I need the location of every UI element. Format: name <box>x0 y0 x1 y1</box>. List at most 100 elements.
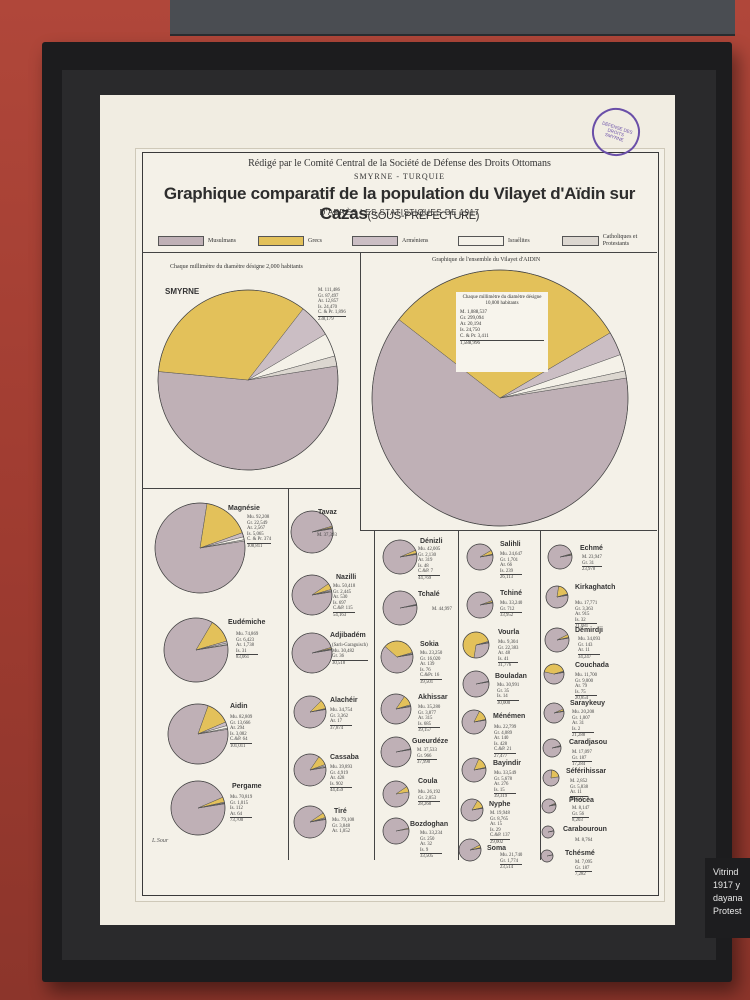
region-name: Magnésie <box>228 505 260 512</box>
region-8-pie-outline <box>466 591 494 619</box>
region-stats: Mu. 9,304 Gr. 22,383 Ar. 48 Is. 41 31,776 <box>498 640 519 669</box>
stat-line: Ar. 319 <box>418 558 433 564</box>
signature: L.Sour <box>152 838 169 844</box>
region-stats: M. 17,097 Gr. 187 17,284 <box>572 750 592 768</box>
region-name: Alachéir <box>330 697 358 704</box>
region-0-pie-outline <box>157 289 339 471</box>
key-total: 1,588,996 <box>460 340 544 347</box>
stat-line: C.&P. 64 <box>230 737 248 743</box>
label-line: dayana <box>713 893 743 903</box>
region-28-pie-outline <box>382 780 410 808</box>
stat-total: 39,319 <box>494 793 517 800</box>
region-name: Bayindir <box>493 760 522 767</box>
poster-title-main: Graphique comparatif de la population du… <box>163 184 636 223</box>
divider-vertical-top <box>360 252 361 530</box>
stat-line: Ar. 66 <box>500 563 512 569</box>
region-name: Caradjasou <box>569 739 608 746</box>
stat-total: 21,081 <box>575 623 598 630</box>
stat-line: Gr. 9,000 <box>575 678 593 684</box>
poster-city-line: SMYRNE - TURQUIE <box>354 172 445 181</box>
poster-committee-line: Rédigé par le Comité Central de la Socié… <box>248 158 551 169</box>
legend-label: Catholiques et Protestants <box>602 234 638 247</box>
stat-line: Ar. 32 <box>420 842 432 848</box>
stat-line: Is. 31 <box>236 648 247 654</box>
stat-line: Mu. 34,754 <box>330 708 353 713</box>
region-name: Nazilli <box>336 574 357 581</box>
museum-label-card: Vitrind 1917 y dayana Protest <box>705 858 750 938</box>
region-30-pie-outline <box>542 769 560 787</box>
stat-line: Gr. 3,362 <box>330 713 348 719</box>
stat-line: Mu. 9,304 <box>498 640 518 645</box>
region-10-pie-outline <box>163 617 229 683</box>
region-19-pie-outline <box>380 693 412 725</box>
poster-border <box>142 152 659 896</box>
stat-total: 29,002 <box>490 838 510 846</box>
region-name: Vourla <box>498 629 520 636</box>
poster-title-suffix: (SOUS-PRÉFECTURE) <box>367 210 480 222</box>
stat-line: M. 23,947 <box>582 555 602 560</box>
region-6-pie-outline <box>291 574 333 616</box>
region-name: Tavaz <box>318 509 337 516</box>
stat-line: Ar. 140 <box>494 736 509 742</box>
region-4-pie-outline <box>466 543 494 571</box>
poster-title: Graphique comparatif de la population du… <box>142 184 657 224</box>
region-stats: M. 2,852 Gr. 5,838 Ar. 11 16,022 <box>570 779 588 802</box>
stat-line: Gr. 31 <box>582 560 594 566</box>
region-stats: Mu. 35,280 Gr. 3,877 Ar. 315 Is. 685 39,157 <box>418 705 441 734</box>
region-12-pie-outline <box>380 640 414 674</box>
region-14-pie-outline <box>544 627 570 653</box>
stat-line: Mu. 34,093 <box>578 637 601 642</box>
stat-line: Gr. 4,089 <box>494 730 512 736</box>
stat-line: Is. 32 <box>575 617 586 623</box>
stat-line: Gr. 8,765 <box>490 816 508 822</box>
region-stats: Mu. 34,093 Gr. 143 Ar. 11 34,247 <box>578 637 601 660</box>
region-name: Dénizli <box>420 538 443 545</box>
stat-line: Gr. 6,423 <box>236 637 254 643</box>
legend-swatch <box>562 236 599 246</box>
region-22-pie-outline <box>293 753 327 787</box>
region-name: Eudémiche <box>228 619 266 626</box>
stat-line: Mu. 50,418 <box>333 584 356 589</box>
legend-label: Grecs <box>308 237 322 244</box>
region-name: Akhissar <box>418 694 448 701</box>
stat-line: Mu. 74,869 <box>236 632 259 637</box>
vilayet-key-box: Chaque millimètre du diamètre désigne 10… <box>456 292 548 372</box>
region-7-pie-outline <box>382 590 418 626</box>
region-26-pie-outline <box>170 780 226 836</box>
stat-line: Mu. 24,647 <box>500 552 523 557</box>
divider-column-2 <box>374 530 375 860</box>
note-scale-left: Chaque millimètre du diamètre désigne 2,… <box>170 264 303 270</box>
stat-line: Ar. 1,738 <box>236 643 254 649</box>
region-stats: Mu. 74,869 Gr. 6,423 Ar. 1,738 Is. 31 83,061 <box>236 632 259 661</box>
stat-line: Ar. 12,857 <box>318 299 339 305</box>
stat-line: C. & Pr. 374 <box>247 537 272 543</box>
region-name: Démirdji <box>575 627 604 634</box>
region-stats: Mu. 20,208 Gr. 1,007 Ar. 31 Is. 2 21,288 <box>572 710 595 739</box>
legend-label: Israélites <box>508 237 530 244</box>
key-line: C. & Pr. 3,411 <box>460 334 489 339</box>
stat-total: 7,282 <box>575 871 593 878</box>
stat-line: Is. 48 <box>418 563 429 569</box>
stat-line: Is. 76 <box>420 667 431 673</box>
stat-line: Is. 685 <box>418 721 432 727</box>
stat-line: Ar. 294 <box>230 726 245 732</box>
region-name: Salihli <box>500 541 521 548</box>
stat-total: 17,284 <box>572 761 592 768</box>
stat-line: Gr. 966 <box>417 753 432 759</box>
stat-total: 73,700 <box>230 817 253 824</box>
region-name: Séférihissar <box>566 768 607 775</box>
stat-line: Mu. 33,549 <box>494 771 517 776</box>
stat-line: Gr. 1,701 <box>500 557 518 563</box>
stat-line: Gr. 5,678 <box>494 776 512 782</box>
stat-line: Mu. 11,700 <box>575 673 598 678</box>
stat-total: 30,000 <box>497 699 520 707</box>
stat-line: Is. 239 <box>500 568 514 574</box>
stat-line: Is. 112 <box>230 806 243 812</box>
legend-swatch <box>158 236 204 246</box>
divider-column-1 <box>288 488 289 860</box>
stat-line: Mu. 42,005 <box>418 547 441 552</box>
stat-line: C.&P. 7 <box>418 569 434 575</box>
region-stats: Mu. 11,700 Gr. 9,000 Ar. 79 Is. 75 20,854 <box>575 673 598 702</box>
region-name: Carabouroun <box>563 826 607 833</box>
